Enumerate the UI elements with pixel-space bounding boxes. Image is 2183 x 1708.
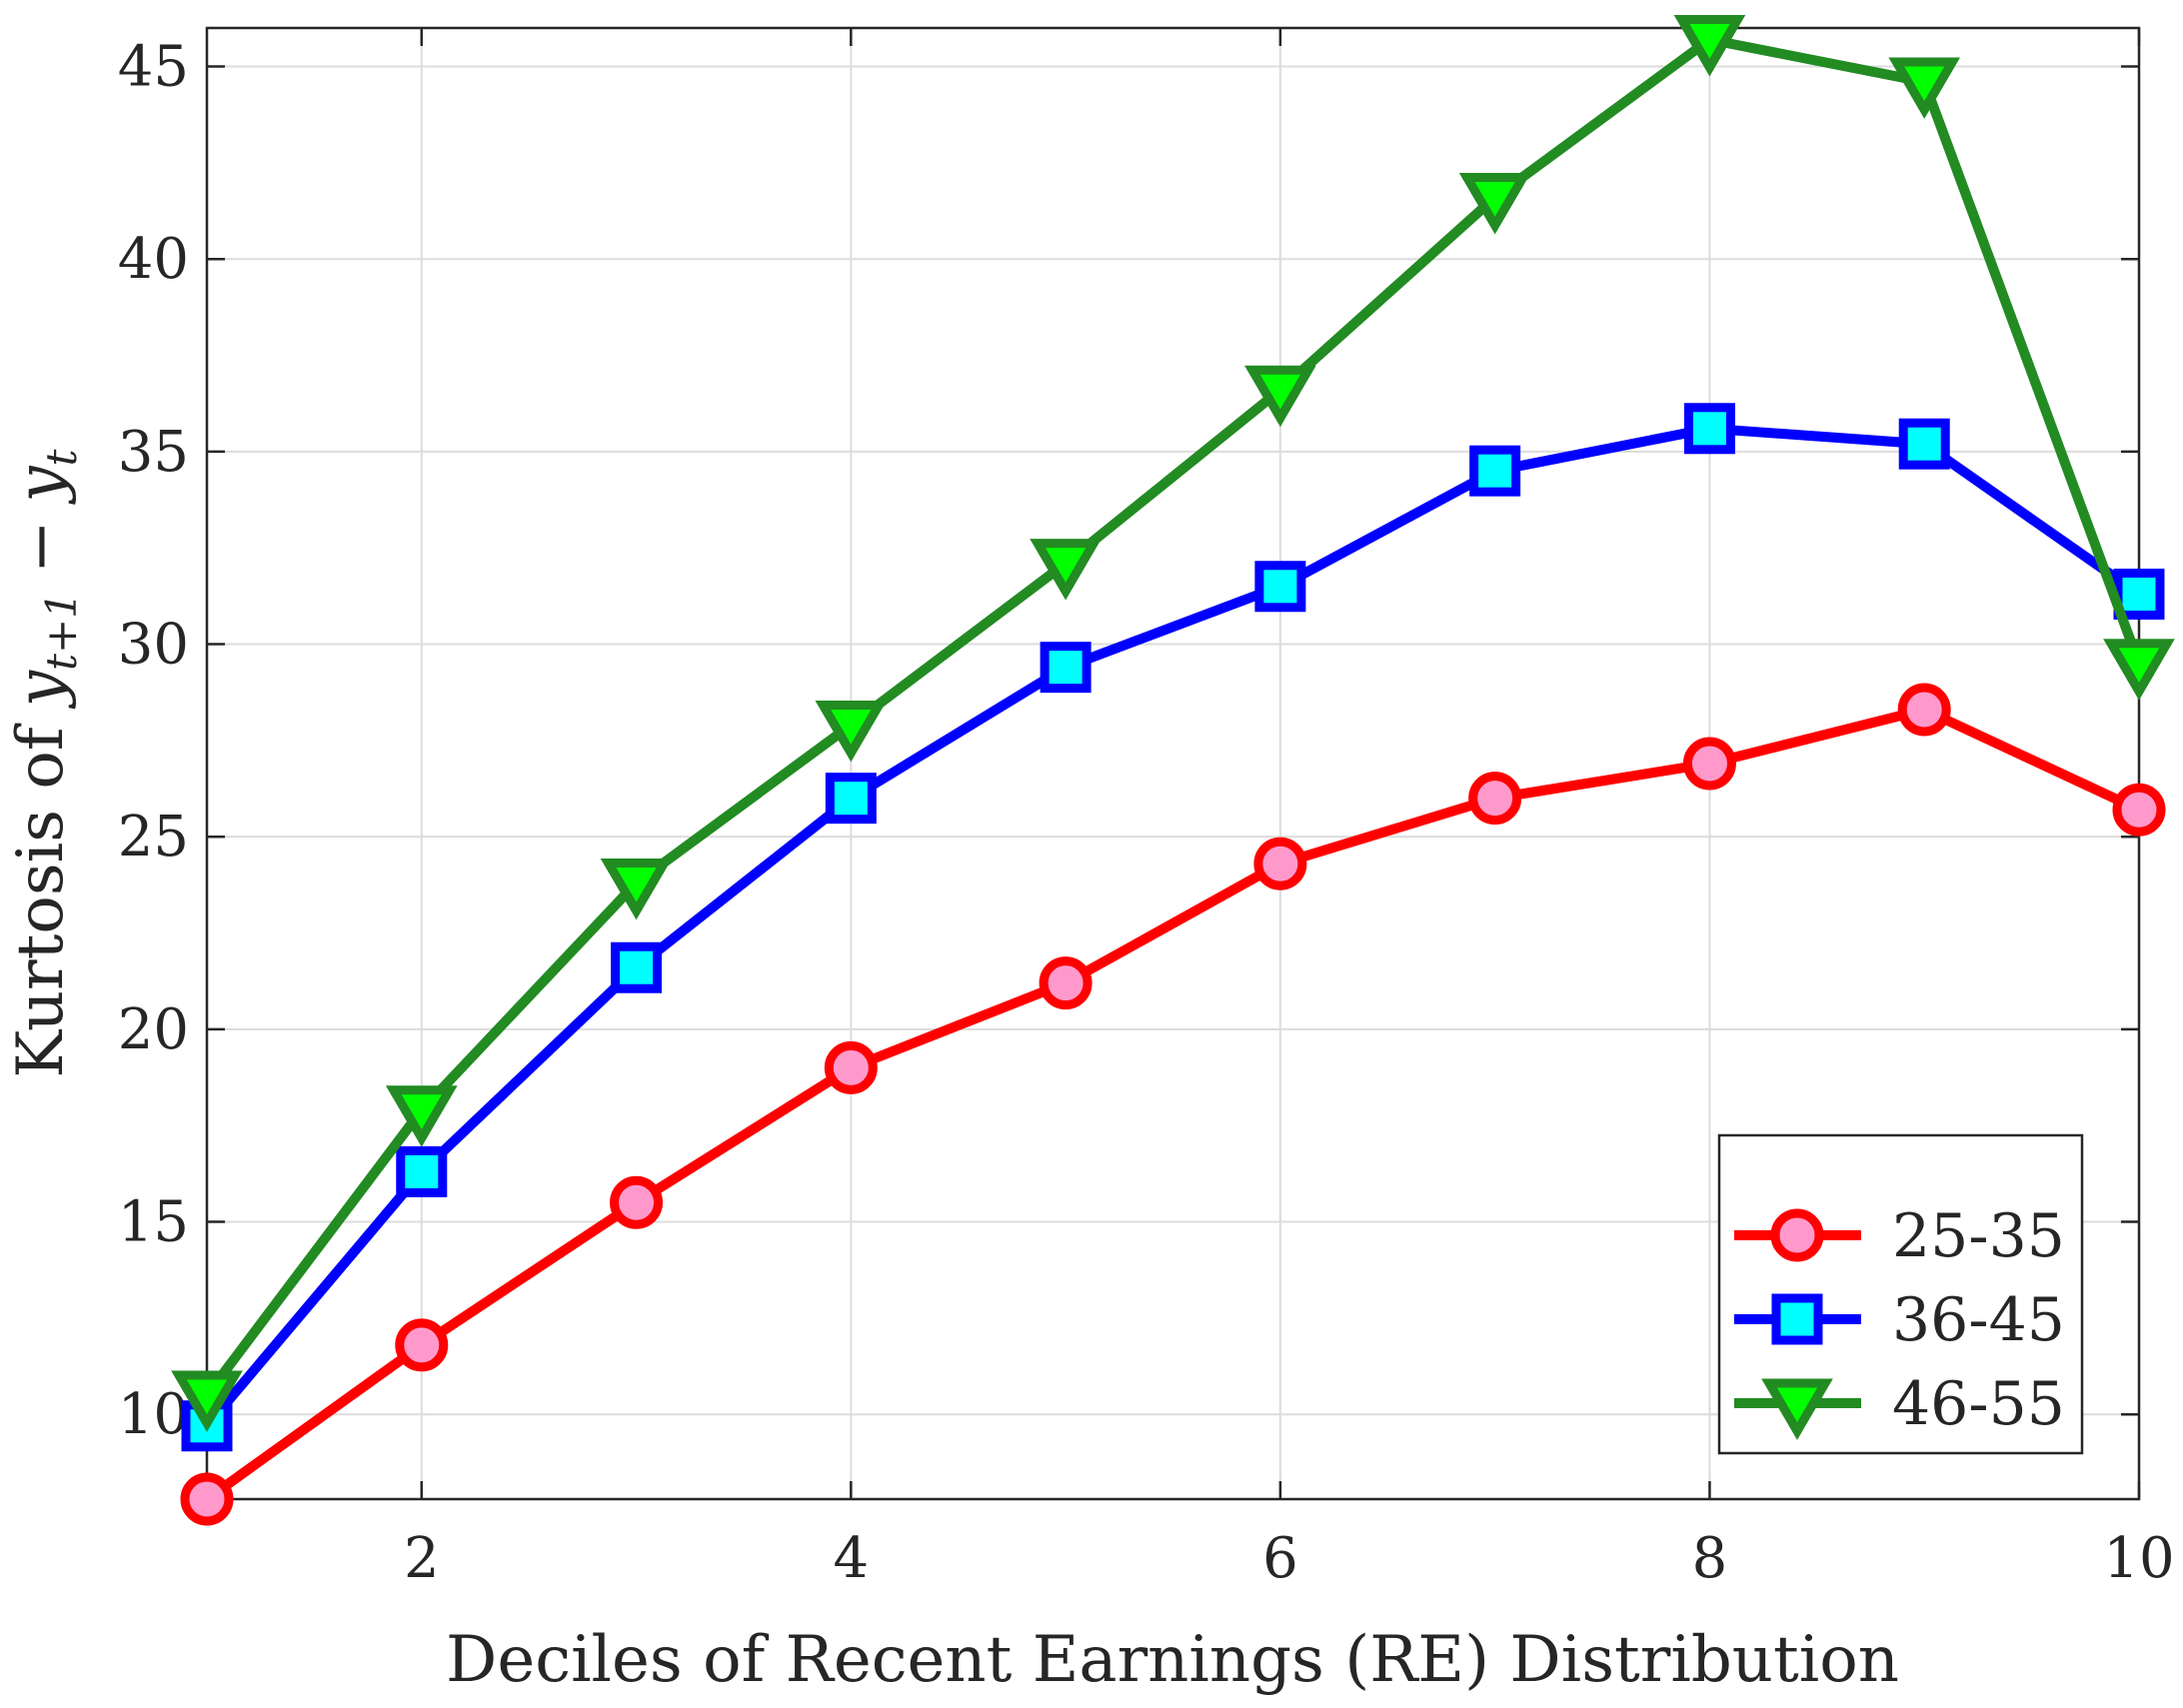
data-point-46-55: [600, 857, 673, 920]
data-point-46-55: [1030, 539, 1101, 601]
data-point-36-45: [1683, 403, 1735, 455]
y-axis-label-prefix: Kurtosis of: [4, 707, 78, 1078]
axis-ticks: 2 4 6 8 10 10 15 20 25 30 35 40 45: [118, 28, 2175, 1591]
data-point-25-35: [180, 1472, 234, 1526]
data-point-25-35: [1039, 956, 1092, 1010]
y-tick-label: 40: [118, 227, 189, 292]
data-point-36-45: [1469, 445, 1521, 497]
data-point-25-35: [610, 1175, 664, 1229]
data-point-25-35: [2112, 783, 2166, 837]
y-tick-label: 10: [118, 1382, 189, 1447]
data-point-36-45: [825, 773, 877, 825]
x-tick-label: 4: [834, 1526, 870, 1591]
y-tick-label: 25: [118, 805, 189, 869]
legend-marker: [1771, 1293, 1823, 1345]
data-point-36-45: [396, 1145, 448, 1197]
data-point-36-45: [611, 941, 663, 993]
data-point-36-45: [1898, 418, 1950, 470]
y-axis-label-sub1: t+1: [37, 592, 86, 671]
y-axis-label-minus: −: [4, 520, 78, 574]
data-point-46-55: [1244, 365, 1316, 428]
x-axis-label: Deciles of Recent Earnings (RE) Distribu…: [446, 1623, 1899, 1697]
series-layer: [171, 15, 2175, 1526]
data-point-46-55: [815, 700, 888, 763]
data-point-25-35: [1253, 837, 1307, 890]
y-axis-label-var2: y: [4, 465, 78, 505]
series-line-36-45: [203, 423, 2142, 1430]
y-axis-label: Kurtosis of yt+1−yt: [4, 449, 86, 1077]
legend-marker: [1761, 1378, 1833, 1440]
x-tick-label: 8: [1692, 1526, 1728, 1591]
legend-entry-36-45: 36-45: [1734, 1285, 2065, 1355]
legend-label: 25-35: [1892, 1201, 2065, 1271]
y-tick-label: 30: [118, 613, 189, 678]
data-point-25-35: [824, 1040, 878, 1094]
legend-label: 36-45: [1892, 1285, 2065, 1355]
data-point-36-45: [2113, 568, 2165, 620]
y-axis-label-sub2: t: [37, 449, 86, 466]
series-46-55: [171, 15, 2175, 1432]
series-36-45: [181, 403, 2165, 1452]
series-line-25-35: [204, 705, 2142, 1504]
data-point-25-35: [1897, 683, 1951, 737]
data-point-46-55: [171, 1370, 243, 1432]
data-point-46-55: [385, 1085, 458, 1147]
y-tick-label: 45: [118, 35, 189, 100]
legend: 25-35 36-45 46-55: [1717, 1133, 2084, 1455]
data-point-46-55: [2103, 639, 2175, 701]
legend-label: 46-55: [1892, 1369, 2065, 1439]
series-line-46-55: [203, 34, 2144, 1399]
data-point-46-55: [1673, 15, 1746, 77]
data-point-46-55: [1888, 57, 1961, 119]
data-point-25-35: [395, 1318, 449, 1372]
x-tick-label: 6: [1262, 1526, 1298, 1591]
y-tick-label: 20: [118, 997, 189, 1062]
series-25-35: [180, 683, 2166, 1526]
legend-marker: [1770, 1208, 1824, 1262]
x-tick-label: 10: [2103, 1526, 2174, 1591]
y-axis-label-var1: y: [4, 670, 78, 710]
y-tick-label: 35: [118, 420, 189, 485]
data-point-36-45: [1040, 642, 1092, 694]
plot-area-box: [205, 26, 2141, 1501]
data-point-25-35: [1468, 772, 1522, 826]
legend-entry-46-55: 46-55: [1734, 1369, 2065, 1440]
x-tick-label: 2: [404, 1526, 440, 1591]
legend-entry-25-35: 25-35: [1734, 1201, 2065, 1271]
y-tick-label: 15: [118, 1190, 189, 1255]
data-point-36-45: [1254, 561, 1306, 613]
data-point-25-35: [1682, 737, 1736, 791]
data-point-46-55: [1458, 173, 1531, 235]
